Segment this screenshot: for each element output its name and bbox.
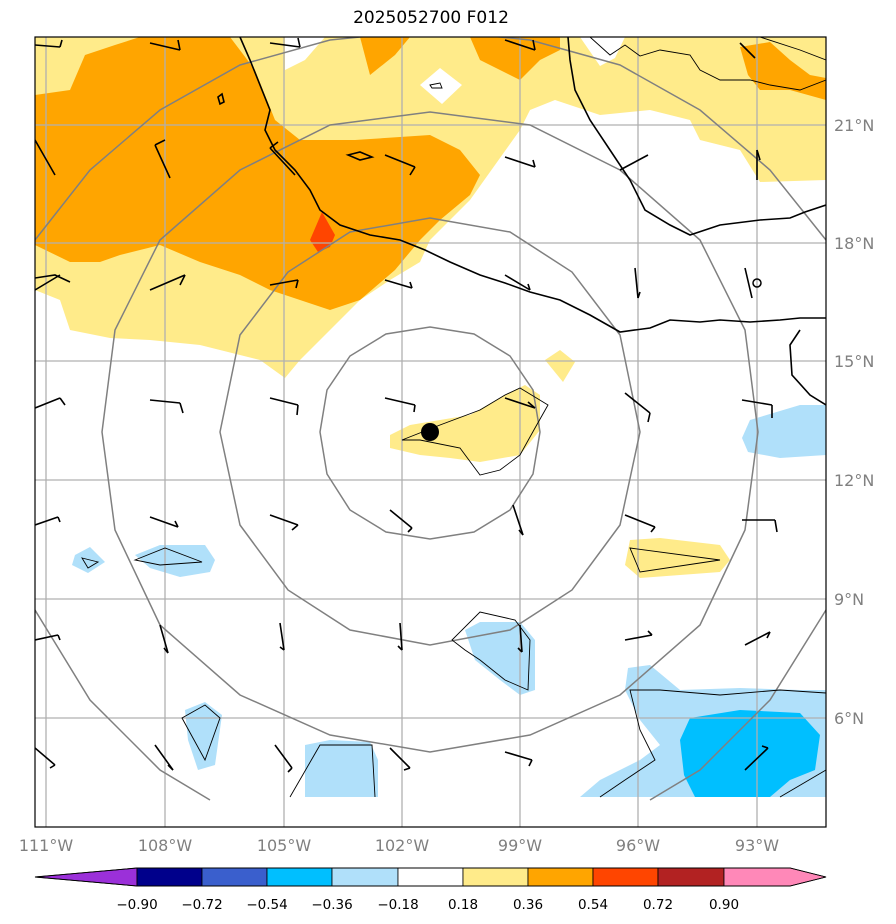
graticule — [35, 37, 826, 827]
range-ring-2 — [219, 217, 641, 646]
lon-tick-label: 93°W — [735, 836, 779, 855]
colorbar-segment-4 — [331, 867, 399, 887]
colorbar-segment-10 — [723, 867, 827, 887]
colorbar-label: −0.36 — [311, 897, 352, 913]
colorbar-label: −0.54 — [246, 897, 287, 913]
positive-anomaly-strong — [310, 212, 335, 252]
colorbar-segment-1 — [136, 867, 203, 887]
range-ring-3 — [101, 111, 759, 753]
storm-center-marker — [421, 423, 439, 441]
lon-tick-label: 99°W — [498, 836, 542, 855]
lon-tick-label: 102°W — [375, 836, 430, 855]
island-marker — [752, 278, 762, 288]
map-title: 2025052700 F012 — [353, 8, 509, 28]
wind-barb-flags — [49, 37, 778, 773]
lat-tick-label: 12°N — [834, 471, 874, 490]
lat-tick-labels: 21°N 18°N 15°N 12°N 9°N 6°N — [834, 116, 874, 728]
colorbar-label: 0.72 — [643, 897, 673, 913]
lat-tick-label: 15°N — [834, 352, 874, 371]
colorbar-segment-2 — [201, 867, 268, 887]
colorbar-label: 0.36 — [513, 897, 543, 913]
colorbar-label: −0.72 — [181, 897, 222, 913]
lat-tick-label: 9°N — [834, 590, 864, 609]
colorbar — [34, 867, 827, 887]
lon-tick-label: 108°W — [138, 836, 193, 855]
colorbar-segment-7 — [527, 867, 594, 887]
coastlines — [35, 37, 826, 406]
colorbar-segment-3 — [266, 867, 333, 887]
range-ring-4 — [35, 37, 826, 801]
colorbar-segment-9 — [657, 867, 725, 887]
lon-tick-label: 96°W — [616, 836, 660, 855]
colorbar-segment-0 — [34, 867, 138, 887]
colorbar-segment-8 — [592, 867, 659, 887]
colorbar-label: 0.18 — [448, 897, 478, 913]
lon-tick-label: 105°W — [257, 836, 312, 855]
positive-anomaly-medium — [35, 37, 826, 310]
colorbar-segment-6 — [462, 867, 529, 887]
lon-tick-label: 111°W — [19, 836, 74, 855]
anomaly-contours — [81, 37, 826, 798]
range-rings — [35, 37, 826, 801]
colorbar-label: −0.18 — [377, 897, 418, 913]
colorbar-labels: −0.90 −0.72 −0.54 −0.36 −0.18 0.18 0.36 … — [116, 897, 739, 913]
negative-anomaly-medium — [680, 710, 820, 797]
colorbar-segment-5 — [397, 867, 464, 887]
map-frame — [34, 36, 827, 828]
lat-tick-label: 21°N — [834, 116, 874, 135]
colorbar-label: 0.90 — [709, 897, 739, 913]
lon-tick-labels: 111°W 108°W 105°W 102°W 99°W 96°W 93°W — [19, 836, 779, 855]
wind-barbs — [35, 39, 775, 771]
lat-tick-label: 6°N — [834, 709, 864, 728]
colorbar-label: 0.54 — [578, 897, 608, 913]
lat-tick-label: 18°N — [834, 234, 874, 253]
range-ring-1 — [319, 326, 541, 540]
colorbar-label: −0.90 — [116, 897, 157, 913]
